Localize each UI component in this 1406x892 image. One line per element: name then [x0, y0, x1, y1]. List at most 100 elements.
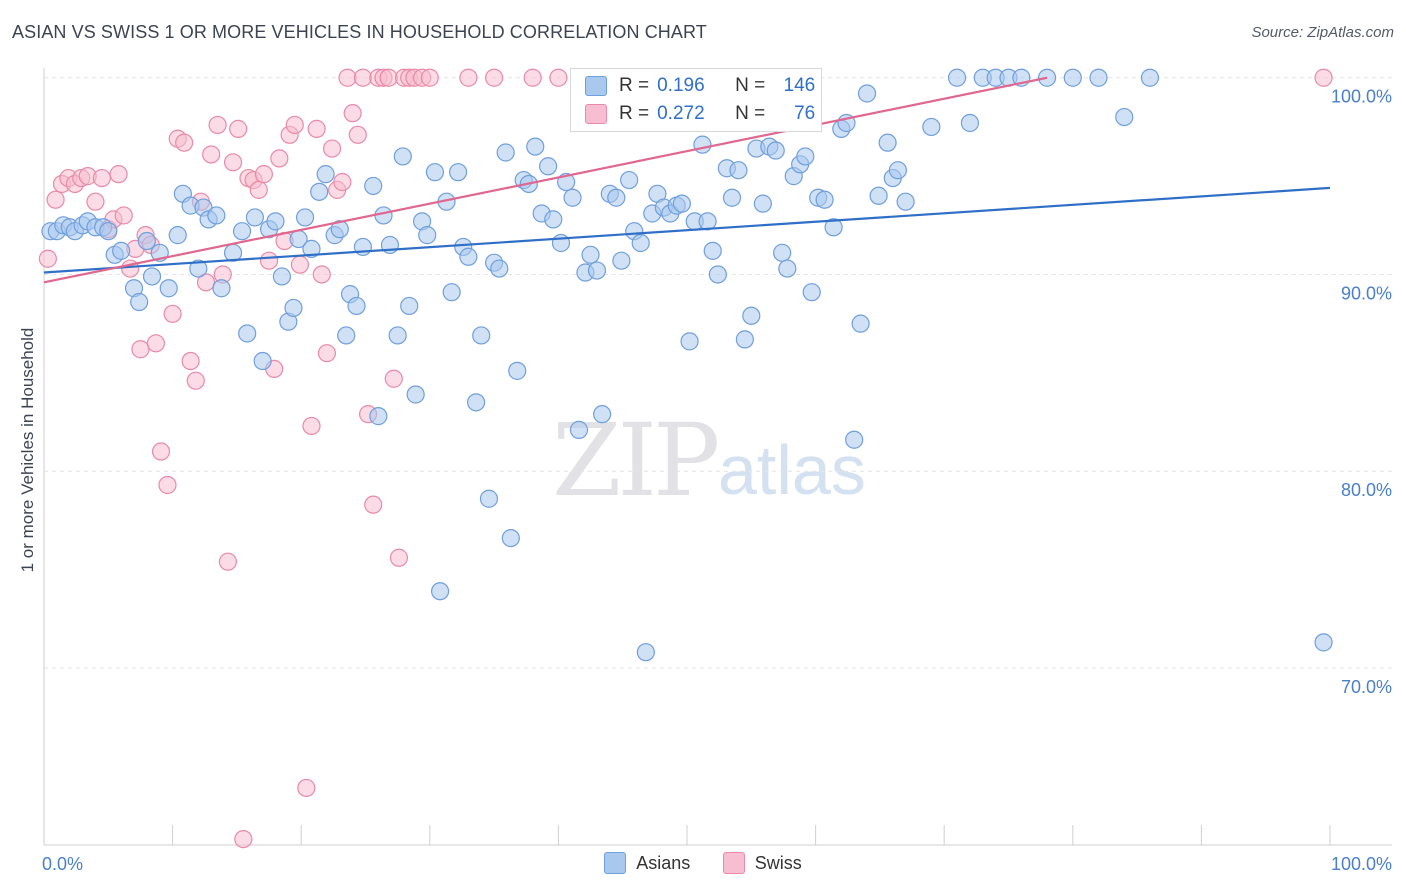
asian-point	[857, 84, 877, 103]
asian-point	[479, 489, 499, 508]
swiss-point	[1314, 68, 1333, 87]
asians-r-value: 0.196	[657, 75, 705, 96]
asian-point	[693, 135, 712, 154]
asian-point	[851, 314, 870, 333]
asian-point	[425, 163, 445, 182]
swiss-point	[259, 251, 279, 270]
asian-point	[922, 117, 941, 137]
swiss-point	[114, 206, 133, 225]
swiss-point	[146, 334, 165, 353]
legend-row-asians: R = 0.196 N = 146	[585, 73, 815, 99]
y-axis-label: 1 or more Vehicles in Household	[18, 327, 37, 573]
asian-point	[620, 170, 639, 190]
swiss-point	[523, 68, 542, 87]
asian-point	[130, 292, 149, 312]
legend-row-swiss: R = 0.272 N = 76	[585, 101, 815, 127]
swiss-point	[229, 119, 248, 138]
swiss-point	[158, 475, 177, 495]
asian-point	[680, 332, 699, 351]
asians-n-value: 146	[783, 75, 816, 96]
swiss-legend-label: Swiss	[754, 852, 802, 873]
swiss-point	[186, 371, 205, 390]
chart-title: ASIAN VS SWISS 1 OR MORE VEHICLES IN HOU…	[12, 22, 707, 42]
asian-point	[508, 361, 527, 380]
asian-point	[442, 283, 461, 302]
swiss-point	[196, 273, 216, 292]
asians-legend-swatch	[604, 852, 627, 874]
swiss-point	[317, 344, 337, 363]
x-tick-label: 100.0%	[1331, 854, 1392, 874]
swiss-point	[420, 68, 439, 87]
asian-point	[496, 143, 515, 162]
asian-point	[238, 324, 257, 343]
asian-point	[593, 405, 612, 424]
asian-point	[698, 212, 717, 231]
asian-point	[960, 113, 980, 133]
swiss-point	[485, 68, 504, 87]
asian-point	[631, 233, 650, 253]
asian-point	[778, 259, 797, 278]
asian-point	[448, 163, 468, 182]
swiss-point	[223, 153, 243, 172]
asian-point	[722, 188, 742, 207]
asian-point	[1063, 68, 1082, 87]
asian-point	[1140, 68, 1160, 87]
swiss-point	[549, 68, 568, 87]
source-credit: Source: ZipAtlas.com	[1251, 24, 1394, 41]
asian-point	[1314, 633, 1333, 652]
series-legend: Asians Swiss	[0, 852, 1406, 876]
asian-point	[569, 420, 589, 439]
y-axis-label-wrap: 1 or more Vehicles in Household	[18, 300, 38, 600]
legend-item-swiss[interactable]: Swiss	[722, 852, 802, 874]
asian-point	[501, 528, 520, 548]
asian-point	[212, 279, 231, 298]
asians-r-label: R =	[619, 75, 650, 96]
asian-point	[266, 212, 285, 231]
asian-point	[708, 265, 727, 284]
asian-point	[544, 210, 563, 229]
asian-point	[581, 245, 600, 264]
asian-point	[159, 279, 178, 298]
swiss-point	[254, 165, 274, 184]
swiss-point	[208, 115, 227, 135]
asian-point	[878, 133, 897, 152]
swiss-point	[163, 304, 182, 323]
asian-point	[232, 222, 252, 241]
asians-points	[41, 68, 1333, 662]
swiss-points	[38, 68, 1333, 849]
asian-point	[888, 161, 908, 180]
swiss-point	[384, 369, 403, 388]
asian-point	[753, 194, 772, 213]
swiss-point	[348, 125, 367, 144]
asian-point	[388, 326, 407, 345]
trend-lines	[43, 76, 1331, 284]
asian-point	[189, 259, 208, 278]
x-tick-label: 0.0%	[42, 854, 83, 874]
asian-point	[490, 259, 509, 278]
asian-point	[563, 188, 582, 207]
legend-item-asians[interactable]: Asians	[604, 852, 690, 874]
y-tick-label: 100.0%	[1331, 87, 1392, 107]
swiss-point	[322, 139, 342, 158]
asian-point	[430, 582, 450, 601]
asian-point	[766, 141, 785, 160]
asian-point	[302, 239, 321, 258]
asian-point	[112, 241, 131, 260]
asian-point	[526, 137, 545, 156]
swiss-point	[343, 104, 362, 123]
asians-legend-label: Asians	[636, 852, 691, 873]
asian-point	[796, 147, 815, 166]
swiss-point	[218, 552, 237, 571]
asian-point	[612, 251, 631, 270]
asian-point	[587, 261, 607, 280]
asian-point	[284, 298, 303, 318]
asian-point	[1089, 68, 1108, 87]
asian-point	[672, 194, 691, 213]
asian-point	[1115, 107, 1134, 127]
asian-point	[316, 165, 335, 184]
asian-point	[272, 267, 292, 286]
asian-point	[735, 330, 754, 349]
asian-point	[168, 226, 187, 245]
asian-point	[295, 208, 315, 227]
